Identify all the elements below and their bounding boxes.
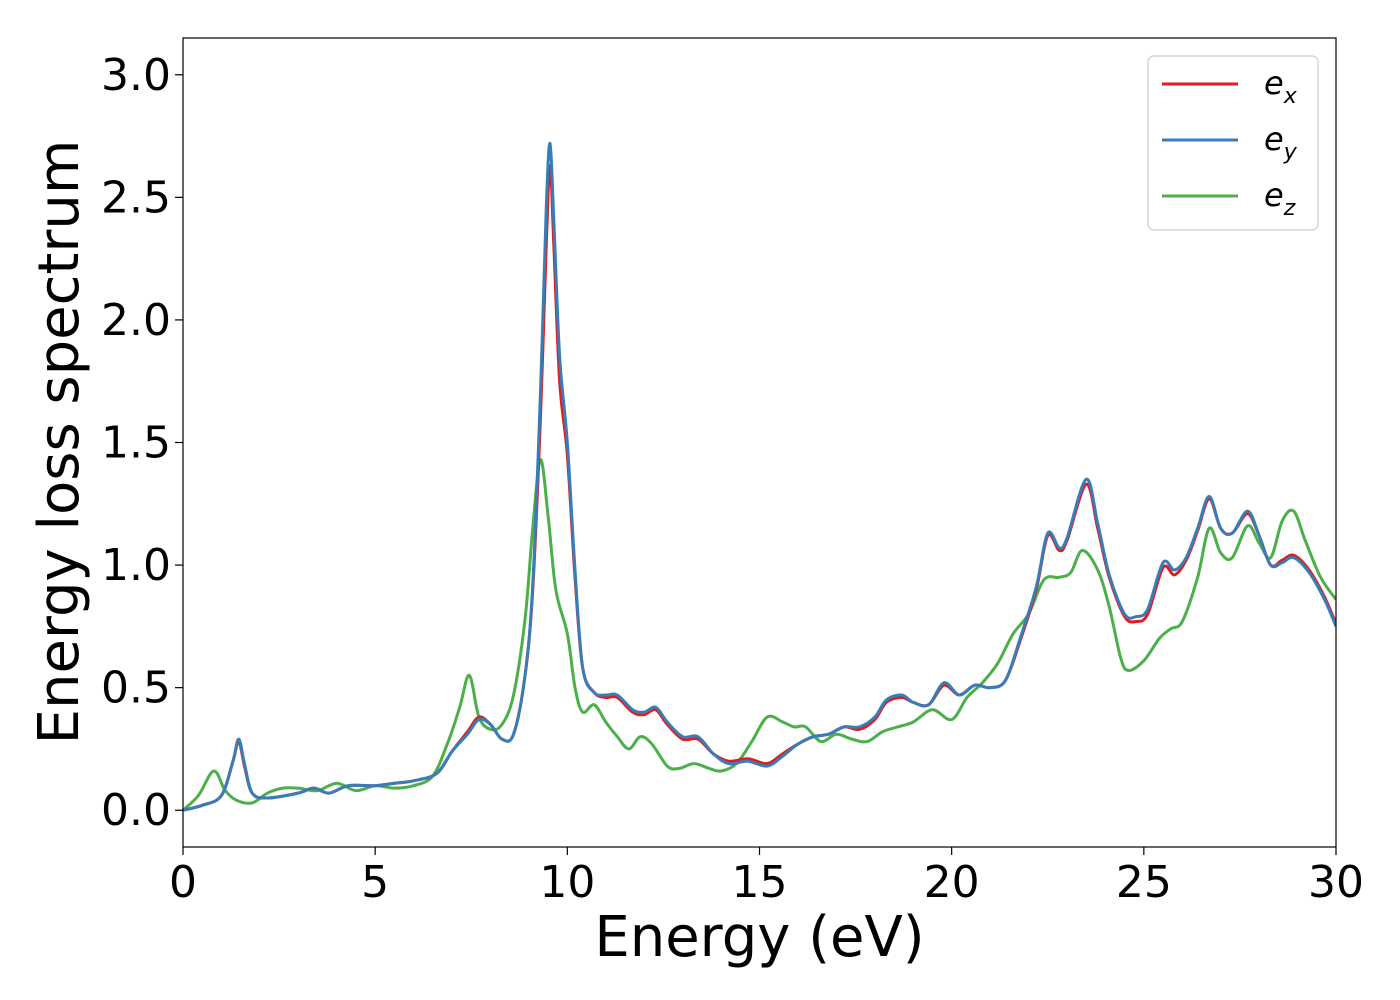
x-axis-ticks: 0 5 10 15 20 25 30 [169,847,1364,908]
y-axis-ticks: 0.0 0.5 1.0 1.5 2.0 2.5 3.0 [101,50,183,836]
y-tick-label: 0.0 [101,785,171,836]
x-tick-label: 15 [732,857,788,908]
y-tick-label: 1.0 [101,540,171,591]
x-tick-label: 0 [169,857,197,908]
x-tick-label: 25 [1116,857,1172,908]
legend-label-subscript: z [1283,196,1296,221]
y-tick-label: 2.5 [101,172,171,223]
x-tick-label: 10 [539,857,595,908]
x-axis-title: Energy (eV) [594,905,924,970]
series-line-e-y [183,141,1336,812]
legend-label-subscript: x [1283,84,1298,109]
y-axis-title: Energy loss spectrum [27,140,92,745]
plot-lines [183,141,1336,812]
legend-label-subscript: y [1283,140,1298,165]
x-tick-label: 5 [361,857,389,908]
x-tick-label: 30 [1308,857,1364,908]
y-tick-label: 2.0 [101,295,171,346]
legend-box [1147,55,1319,231]
y-tick-label: 3.0 [101,50,171,101]
x-tick-label: 20 [924,857,980,908]
y-tick-label: 1.5 [101,418,171,469]
y-tick-label: 0.5 [101,663,171,714]
